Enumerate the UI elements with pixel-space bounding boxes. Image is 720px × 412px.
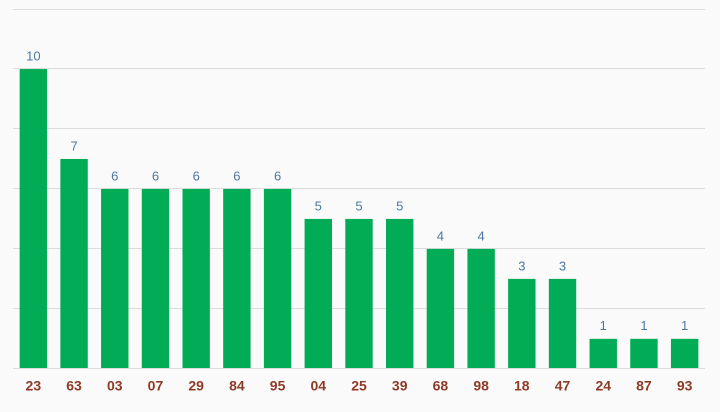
svg-text:68: 68 xyxy=(433,378,449,394)
svg-text:1: 1 xyxy=(640,318,647,333)
svg-text:07: 07 xyxy=(148,378,164,394)
svg-text:1: 1 xyxy=(681,318,688,333)
svg-text:6: 6 xyxy=(193,168,200,183)
svg-text:5: 5 xyxy=(396,198,403,213)
svg-text:1: 1 xyxy=(600,318,607,333)
svg-text:4: 4 xyxy=(437,228,444,243)
svg-text:95: 95 xyxy=(270,378,286,394)
svg-text:4: 4 xyxy=(478,228,485,243)
svg-text:6: 6 xyxy=(111,168,118,183)
svg-text:18: 18 xyxy=(514,378,530,394)
svg-text:6: 6 xyxy=(152,168,159,183)
svg-text:3: 3 xyxy=(559,258,566,273)
svg-text:98: 98 xyxy=(473,378,489,394)
svg-text:93: 93 xyxy=(677,378,693,394)
svg-text:87: 87 xyxy=(636,378,652,394)
svg-text:39: 39 xyxy=(392,378,408,394)
svg-text:6: 6 xyxy=(233,168,240,183)
svg-text:7: 7 xyxy=(70,138,77,153)
svg-text:29: 29 xyxy=(188,378,204,394)
svg-text:25: 25 xyxy=(351,378,367,394)
svg-text:23: 23 xyxy=(26,378,42,394)
svg-text:5: 5 xyxy=(355,198,362,213)
svg-text:63: 63 xyxy=(66,378,82,394)
svg-text:3: 3 xyxy=(518,258,525,273)
svg-text:47: 47 xyxy=(555,378,571,394)
svg-text:03: 03 xyxy=(107,378,123,394)
svg-text:84: 84 xyxy=(229,378,245,394)
svg-text:04: 04 xyxy=(311,378,327,394)
svg-text:5: 5 xyxy=(315,198,322,213)
svg-text:6: 6 xyxy=(274,168,281,183)
svg-text:10: 10 xyxy=(26,48,40,63)
svg-text:24: 24 xyxy=(595,378,611,394)
